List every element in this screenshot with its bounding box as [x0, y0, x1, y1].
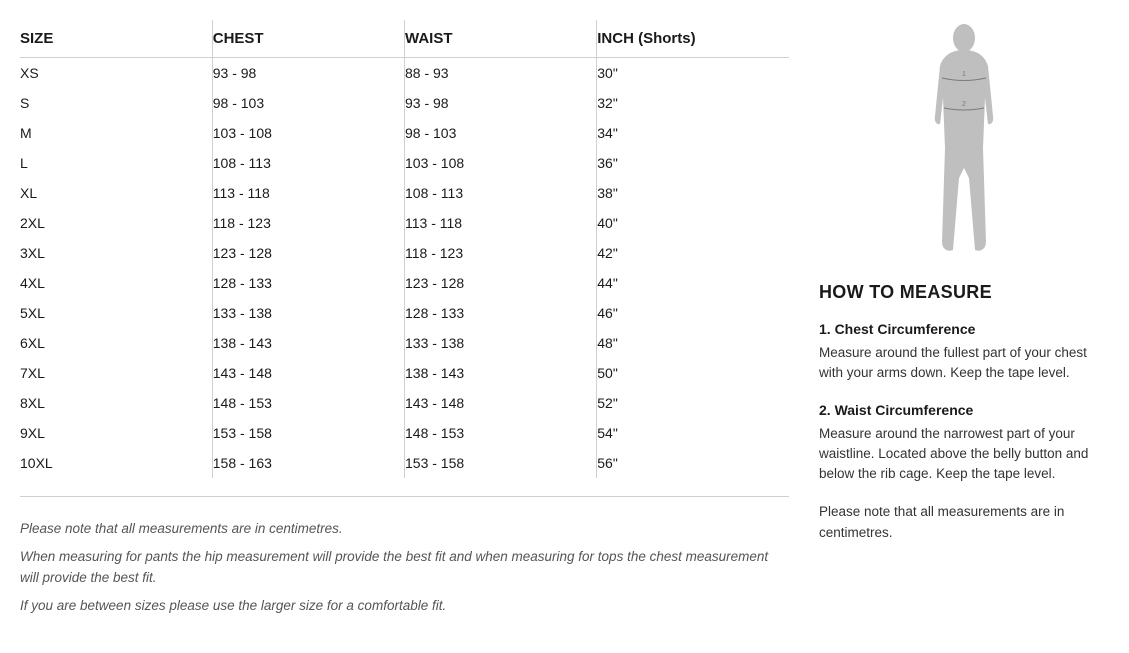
- table-bottom-rule: [20, 496, 789, 497]
- table-row: 2XL118 - 123113 - 11840": [20, 208, 789, 238]
- table-cell: 148 - 153: [212, 388, 404, 418]
- table-cell: 123 - 128: [212, 238, 404, 268]
- table-cell: 2XL: [20, 208, 212, 238]
- table-cell: 133 - 138: [212, 298, 404, 328]
- table-cell: L: [20, 148, 212, 178]
- table-cell: 8XL: [20, 388, 212, 418]
- table-cell: 118 - 123: [212, 208, 404, 238]
- table-cell: 5XL: [20, 298, 212, 328]
- table-cell: 138 - 143: [212, 328, 404, 358]
- table-cell: 56": [597, 448, 789, 478]
- table-cell: 50": [597, 358, 789, 388]
- table-row: 9XL153 - 158148 - 15354": [20, 418, 789, 448]
- table-cell: S: [20, 88, 212, 118]
- col-waist: WAIST: [405, 20, 597, 58]
- figure-label-1: 1: [962, 71, 966, 78]
- table-cell: 143 - 148: [212, 358, 404, 388]
- table-cell: 123 - 128: [405, 268, 597, 298]
- table-header-row: SIZE CHEST WAIST INCH (Shorts): [20, 20, 789, 58]
- howto-section-1: 1. Chest Circumference Measure around th…: [819, 321, 1109, 384]
- table-cell: 98 - 103: [405, 118, 597, 148]
- col-size: SIZE: [20, 20, 212, 58]
- table-cell: 38": [597, 178, 789, 208]
- table-cell: 108 - 113: [405, 178, 597, 208]
- table-cell: 52": [597, 388, 789, 418]
- table-cell: 36": [597, 148, 789, 178]
- howto-body-1: Measure around the fullest part of your …: [819, 343, 1109, 384]
- table-cell: 42": [597, 238, 789, 268]
- table-cell: 128 - 133: [212, 268, 404, 298]
- figure-label-2: 2: [962, 101, 966, 108]
- table-row: L108 - 113103 - 10836": [20, 148, 789, 178]
- col-inch: INCH (Shorts): [597, 20, 789, 58]
- table-row: M103 - 10898 - 10334": [20, 118, 789, 148]
- table-cell: 93 - 98: [212, 58, 404, 89]
- table-cell: M: [20, 118, 212, 148]
- table-row: 8XL148 - 153143 - 14852": [20, 388, 789, 418]
- table-cell: 153 - 158: [405, 448, 597, 478]
- table-row: 5XL133 - 138128 - 13346": [20, 298, 789, 328]
- table-cell: 118 - 123: [405, 238, 597, 268]
- table-cell: 40": [597, 208, 789, 238]
- table-row: XL113 - 118108 - 11338": [20, 178, 789, 208]
- table-cell: 128 - 133: [405, 298, 597, 328]
- table-cell: 3XL: [20, 238, 212, 268]
- table-row: XS93 - 9888 - 9330": [20, 58, 789, 89]
- table-cell: 34": [597, 118, 789, 148]
- body-figure: 1 2: [819, 20, 1109, 260]
- table-cell: 138 - 143: [405, 358, 597, 388]
- body-silhouette-icon: 1 2: [909, 20, 1019, 260]
- table-cell: 93 - 98: [405, 88, 597, 118]
- howto-title: HOW TO MEASURE: [819, 282, 1109, 303]
- table-cell: 54": [597, 418, 789, 448]
- table-cell: 158 - 163: [212, 448, 404, 478]
- table-cell: 7XL: [20, 358, 212, 388]
- howto-heading-2: 2. Waist Circumference: [819, 402, 1109, 418]
- table-cell: 30": [597, 58, 789, 89]
- note-line-2: When measuring for pants the hip measure…: [20, 547, 789, 588]
- note-line-3: If you are between sizes please use the …: [20, 596, 789, 616]
- notes-block: Please note that all measurements are in…: [20, 519, 789, 616]
- table-row: 6XL138 - 143133 - 13848": [20, 328, 789, 358]
- table-cell: 148 - 153: [405, 418, 597, 448]
- table-cell: 6XL: [20, 328, 212, 358]
- howto-footer: Please note that all measurements are in…: [819, 502, 1109, 543]
- table-row: 4XL128 - 133123 - 12844": [20, 268, 789, 298]
- table-cell: XS: [20, 58, 212, 89]
- table-cell: 46": [597, 298, 789, 328]
- table-row: 3XL123 - 128118 - 12342": [20, 238, 789, 268]
- col-chest: CHEST: [212, 20, 404, 58]
- table-cell: 44": [597, 268, 789, 298]
- table-row: 10XL158 - 163153 - 15856": [20, 448, 789, 478]
- table-row: S98 - 10393 - 9832": [20, 88, 789, 118]
- table-cell: 10XL: [20, 448, 212, 478]
- table-cell: 108 - 113: [212, 148, 404, 178]
- note-line-1: Please note that all measurements are in…: [20, 519, 789, 539]
- table-cell: 113 - 118: [212, 178, 404, 208]
- table-cell: 88 - 93: [405, 58, 597, 89]
- table-cell: 103 - 108: [405, 148, 597, 178]
- table-cell: 153 - 158: [212, 418, 404, 448]
- table-cell: 133 - 138: [405, 328, 597, 358]
- table-cell: 9XL: [20, 418, 212, 448]
- howto-section-2: 2. Waist Circumference Measure around th…: [819, 402, 1109, 485]
- size-chart-table: SIZE CHEST WAIST INCH (Shorts) XS93 - 98…: [20, 20, 789, 478]
- table-cell: 4XL: [20, 268, 212, 298]
- table-cell: 143 - 148: [405, 388, 597, 418]
- table-cell: 113 - 118: [405, 208, 597, 238]
- table-cell: 98 - 103: [212, 88, 404, 118]
- table-cell: 103 - 108: [212, 118, 404, 148]
- table-cell: 32": [597, 88, 789, 118]
- table-row: 7XL143 - 148138 - 14350": [20, 358, 789, 388]
- table-cell: 48": [597, 328, 789, 358]
- howto-body-2: Measure around the narrowest part of you…: [819, 424, 1109, 485]
- table-cell: XL: [20, 178, 212, 208]
- howto-heading-1: 1. Chest Circumference: [819, 321, 1109, 337]
